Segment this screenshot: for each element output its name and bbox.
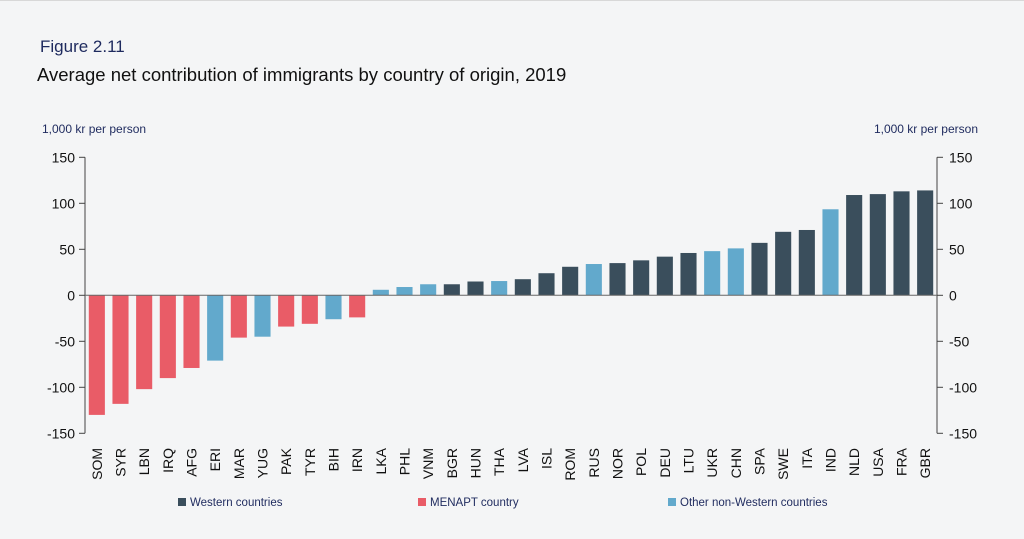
x-tick-label: RUS xyxy=(586,448,602,478)
bar-tyr xyxy=(301,295,318,324)
bar-eri xyxy=(207,295,224,361)
x-tick-label: LKA xyxy=(373,447,389,474)
left-tick-label: 50 xyxy=(59,241,75,257)
bar-rus xyxy=(585,264,602,296)
x-tick-label: BIH xyxy=(326,448,342,471)
legend-label: Western countries xyxy=(190,497,283,509)
x-tick-label: ERI xyxy=(207,448,223,471)
bar-phl xyxy=(396,287,413,296)
right-tick-label: 150 xyxy=(949,149,973,165)
x-tick-label: NLD xyxy=(846,448,862,476)
legend-swatch-western xyxy=(178,498,186,506)
x-tick-label: UKR xyxy=(704,448,720,478)
bar-gbr xyxy=(917,190,934,296)
bar-bgr xyxy=(443,284,460,296)
bar-vnm xyxy=(420,284,437,296)
x-tick-label: ISL xyxy=(539,448,555,469)
x-tick-label: SWE xyxy=(775,448,791,480)
x-tick-label: LVA xyxy=(515,447,531,472)
legend-label: Other non-Western countries xyxy=(680,497,828,509)
bar-deu xyxy=(656,256,673,296)
x-tick-label: AFG xyxy=(184,448,200,477)
x-tick-label: NOR xyxy=(610,448,626,479)
left-tick-label: -50 xyxy=(55,333,75,349)
x-tick-label: IRN xyxy=(349,448,365,472)
x-tick-label: TYR xyxy=(302,448,318,476)
bar-nld xyxy=(846,195,863,296)
bar-rom xyxy=(562,266,579,296)
right-tick-label: -50 xyxy=(949,333,969,349)
x-tick-label: LTU xyxy=(681,448,697,473)
x-tick-label: CHN xyxy=(728,448,744,478)
bar-lka xyxy=(372,289,389,296)
x-tick-label: USA xyxy=(870,447,886,476)
x-tick-label: DEU xyxy=(657,448,673,478)
x-tick-label: POL xyxy=(633,448,649,476)
top-divider xyxy=(0,0,1024,1)
bar-pol xyxy=(633,260,650,296)
bar-ltu xyxy=(680,252,697,296)
right-tick-label: 100 xyxy=(949,195,973,211)
bar-nor xyxy=(609,263,626,296)
x-tick-label: YUG xyxy=(255,448,271,478)
figure-label: Figure 2.11 xyxy=(40,37,125,56)
x-tick-label: THA xyxy=(491,447,507,476)
x-tick-label: PAK xyxy=(278,447,294,475)
bar-swe xyxy=(775,231,792,296)
bar-pak xyxy=(278,295,295,327)
left-tick-label: -100 xyxy=(47,379,75,395)
bar-usa xyxy=(869,194,886,296)
bar-mar xyxy=(230,295,247,338)
bar-afg xyxy=(183,295,200,368)
bar-syr xyxy=(112,295,129,404)
left-tick-label: 0 xyxy=(67,287,75,303)
bar-isl xyxy=(538,273,555,296)
right-tick-label: 0 xyxy=(949,287,957,303)
x-tick-label: SYR xyxy=(113,448,129,477)
x-tick-label: VNM xyxy=(420,448,436,479)
legend-label: MENAPT country xyxy=(430,497,519,509)
left-tick-label: 100 xyxy=(52,195,76,211)
bar-yug xyxy=(254,295,271,337)
x-tick-label: LBN xyxy=(136,448,152,475)
legend-swatch-other xyxy=(668,498,676,506)
bar-som xyxy=(88,295,105,415)
bar-lva xyxy=(514,279,531,296)
bar-lbn xyxy=(136,295,153,390)
x-tick-label: PHL xyxy=(397,448,413,475)
bar-ind xyxy=(822,209,839,296)
x-tick-label: SPA xyxy=(752,447,768,475)
x-tick-label: SOM xyxy=(89,448,105,480)
bar-hun xyxy=(467,281,484,296)
x-tick-label: ROM xyxy=(562,448,578,481)
right-tick-label: -150 xyxy=(949,425,977,441)
left-axis-unit: 1,000 kr per person xyxy=(42,122,147,136)
right-tick-label: -100 xyxy=(949,379,977,395)
bar-ukr xyxy=(704,251,721,296)
bar-fra xyxy=(893,191,910,296)
x-tick-label: GBR xyxy=(917,448,933,478)
x-tick-label: IND xyxy=(823,448,839,472)
right-axis-unit: 1,000 kr per person xyxy=(873,122,978,136)
left-tick-label: 150 xyxy=(52,149,76,165)
left-tick-label: -150 xyxy=(47,425,75,441)
right-tick-label: 50 xyxy=(949,241,965,257)
bar-irn xyxy=(349,295,366,318)
legend-swatch-menapt xyxy=(418,498,426,506)
bar-bih xyxy=(325,295,342,320)
bar-tha xyxy=(491,281,508,296)
bar-spa xyxy=(751,242,768,296)
x-tick-label: BGR xyxy=(444,448,460,478)
bar-irq xyxy=(159,295,176,379)
chart-title: Average net contribution of immigrants b… xyxy=(37,64,567,85)
x-tick-label: HUN xyxy=(468,448,484,478)
bar-ita xyxy=(798,229,815,296)
bar-chn xyxy=(727,248,744,296)
x-tick-label: ITA xyxy=(799,447,815,468)
x-tick-label: IRQ xyxy=(160,448,176,473)
x-tick-label: FRA xyxy=(894,447,910,476)
x-tick-label: MAR xyxy=(231,448,247,479)
